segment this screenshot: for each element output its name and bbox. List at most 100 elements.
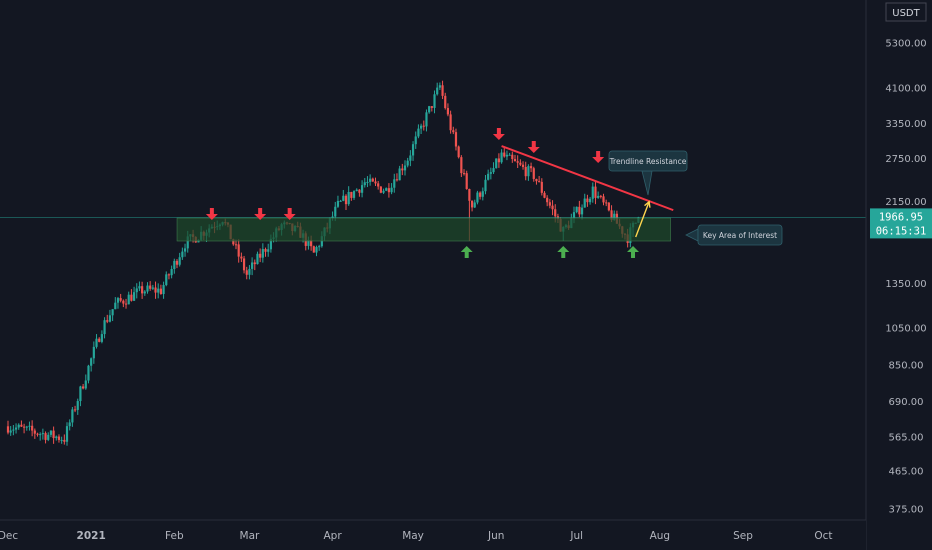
candle-body [175, 260, 179, 265]
candle-body [436, 87, 439, 95]
time-axis-background[interactable] [0, 520, 866, 550]
candle-body [342, 195, 345, 201]
candle-body [607, 202, 610, 211]
candle-body [355, 189, 358, 192]
candle-body [572, 212, 576, 219]
candle-body [92, 346, 95, 359]
candle-body [146, 285, 149, 292]
candle-body [63, 439, 66, 442]
candle-body [49, 430, 53, 435]
callout-box [608, 150, 688, 172]
last-price-badge-box [870, 208, 932, 239]
time-tick-label: Apr [323, 530, 342, 542]
time-tick-label: 2021 [77, 530, 106, 542]
candle-body [438, 85, 441, 88]
price-tick-label: 1050.00 [885, 323, 926, 334]
candle-body [237, 244, 240, 257]
price-tick-label: 4100.00 [885, 84, 926, 95]
candle-body [154, 287, 157, 293]
candle-body [98, 338, 101, 342]
candle-body [251, 262, 254, 269]
candle-body [524, 166, 527, 177]
callout-label: Trendline Resistance [609, 157, 687, 166]
candle-body [167, 274, 171, 276]
candle-body [374, 181, 377, 184]
candle-body [310, 239, 313, 247]
candle-body [162, 285, 165, 295]
candle-body [12, 429, 15, 431]
support-arrow-up-icon [460, 246, 473, 258]
candle-body [420, 125, 423, 129]
candle-body [181, 251, 184, 258]
candle-body [100, 334, 103, 342]
candle-body [267, 249, 270, 252]
currency-label[interactable]: USDT [885, 2, 927, 22]
candle-body [9, 430, 12, 433]
candle-body [417, 128, 420, 137]
candle-body [551, 205, 554, 210]
candle-body [79, 386, 82, 402]
time-tick-label: Oct [814, 530, 832, 542]
candle-body [489, 172, 492, 174]
candle-body [108, 315, 112, 322]
candle-body [173, 260, 176, 270]
time-tick-label: Mar [240, 530, 260, 542]
time-tick-label: Sep [733, 530, 753, 542]
callout-label: Key Area of Interest [703, 231, 777, 240]
candle-countdown: 06:15:31 [876, 225, 927, 237]
candle-body [143, 291, 146, 294]
resistance-arrow-down-icon [492, 128, 505, 140]
candle-body [256, 253, 259, 265]
candle-body [334, 206, 337, 217]
candle-body [441, 85, 444, 96]
candle-body [527, 166, 530, 177]
candle-body [465, 173, 468, 189]
candle-body [449, 114, 452, 131]
candle-body [444, 95, 447, 109]
candle-body [422, 125, 425, 127]
candle-body [41, 433, 44, 435]
price-tick-label: 5300.00 [885, 39, 926, 50]
candle-body [65, 426, 69, 442]
candle-body [554, 209, 557, 217]
projection-arrow-line [635, 201, 650, 238]
candle-body [106, 320, 109, 322]
candle-body [548, 202, 551, 206]
candle-body [588, 198, 592, 203]
resistance-arrow-down-icon [527, 141, 540, 153]
candle-body [457, 146, 460, 158]
price-axis-background[interactable] [866, 0, 932, 520]
candle-body [76, 401, 79, 410]
candle-body [312, 246, 315, 253]
candle-body [130, 294, 133, 301]
candle-body [411, 144, 415, 156]
price-tick-label: 3350.00 [885, 119, 926, 130]
currency-label-text: USDT [892, 8, 920, 19]
candle-body [245, 270, 248, 275]
candle-body [350, 191, 353, 198]
candle-body [377, 183, 380, 187]
resistance-arrow-down-icon [205, 208, 218, 220]
candle-body [503, 152, 506, 157]
candle-body [446, 108, 450, 115]
candle-body [513, 159, 517, 162]
currency-label-box [885, 2, 927, 22]
candle-body [543, 192, 546, 198]
candle-body [84, 380, 87, 389]
candle-body [597, 195, 600, 198]
price-tick-label: 2150.00 [885, 197, 926, 208]
price-tick-label: 690.00 [889, 397, 924, 408]
candle-body [366, 181, 369, 183]
candle-body [395, 179, 399, 181]
candle-body [575, 206, 578, 213]
candle-body [393, 179, 396, 188]
candle-body [594, 186, 597, 198]
candle-body [382, 190, 385, 193]
time-tick-label: May [402, 530, 424, 542]
candle-body [535, 178, 538, 182]
candle-body [580, 207, 584, 215]
candle-body [360, 185, 364, 193]
candle-body [186, 236, 189, 249]
candle-body [132, 292, 136, 301]
